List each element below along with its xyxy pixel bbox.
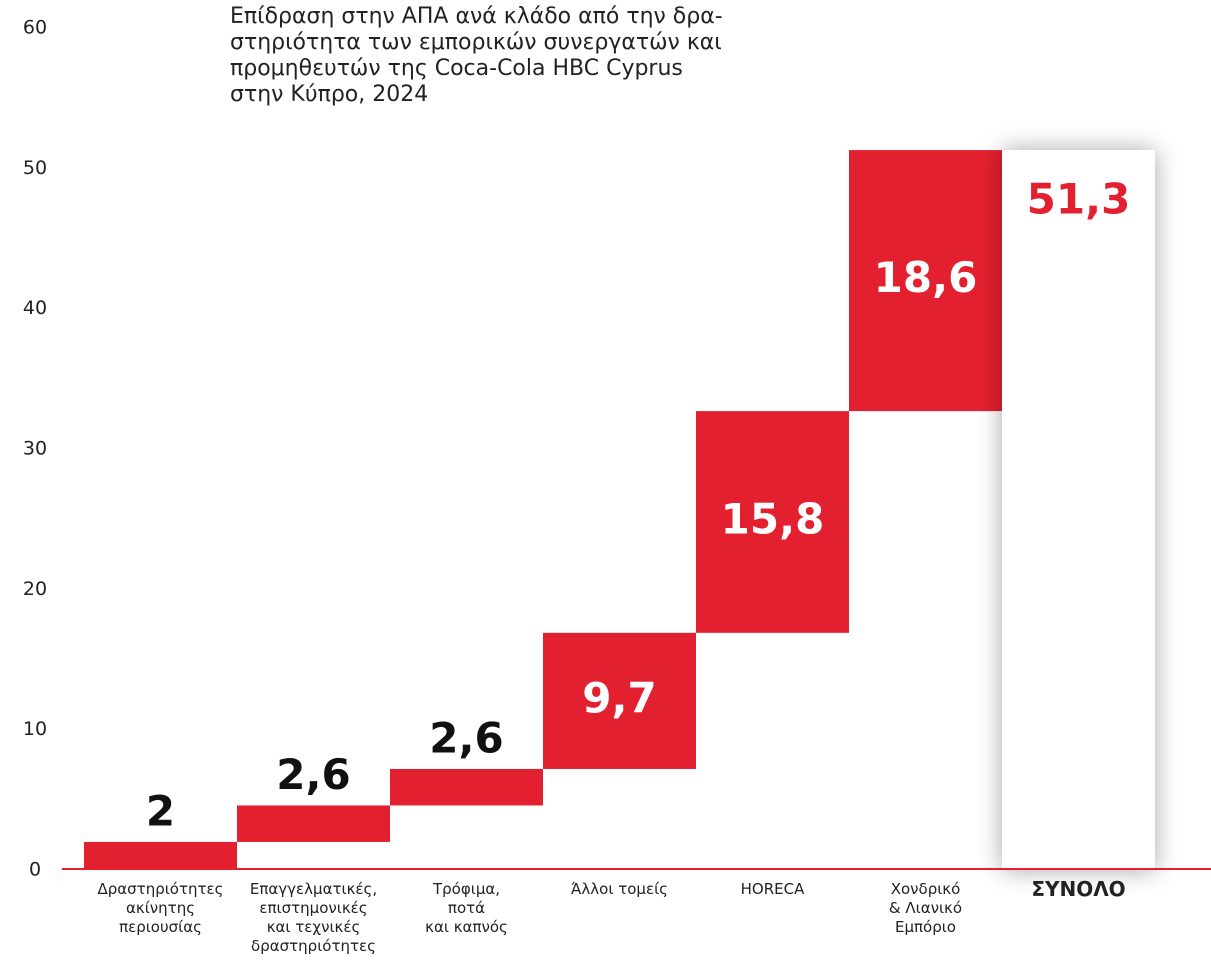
- value-label: 2: [146, 786, 175, 835]
- y-tick-label: 30: [23, 438, 47, 460]
- y-tick-label: 0: [29, 859, 41, 881]
- value-label: 2,6: [276, 750, 350, 799]
- bar: [849, 150, 1002, 412]
- value-label: 51,3: [1027, 175, 1131, 224]
- x-tick-label: Δραστηριότητες ακίνητης περιουσίας: [97, 880, 224, 936]
- y-tick-label: 50: [23, 157, 47, 179]
- x-tick-label: Άλλοι τομείς: [571, 880, 668, 898]
- value-label: 2,6: [429, 713, 503, 762]
- y-tick-label: 10: [23, 718, 47, 740]
- y-tick-label: 60: [23, 17, 47, 39]
- x-tick-label: HORECA: [740, 880, 805, 898]
- chart-title: Επίδραση στην ΑΠΑ ανά κλάδο από την δρα-…: [230, 4, 723, 107]
- bar: [237, 805, 390, 842]
- value-label: 15,8: [721, 494, 825, 543]
- bar: [390, 768, 543, 806]
- x-tick-label: Επαγγελματικές, επιστημονικές και τεχνικ…: [249, 880, 378, 955]
- total-bar: [1002, 150, 1155, 871]
- x-tick-label: ΣΥΝΟΛΟ: [1031, 877, 1126, 901]
- y-tick-label: 40: [23, 297, 47, 319]
- bar: [696, 411, 849, 633]
- y-tick-label: 20: [23, 578, 47, 600]
- value-label: 9,7: [582, 673, 656, 722]
- x-tick-label: Τρόφιμα, ποτά και καπνός: [425, 880, 508, 936]
- bar: [84, 841, 237, 870]
- value-label: 18,6: [874, 253, 978, 302]
- x-tick-label: Χονδρικό & Λιανικό Εμπόριο: [888, 880, 963, 936]
- bar: [543, 632, 696, 769]
